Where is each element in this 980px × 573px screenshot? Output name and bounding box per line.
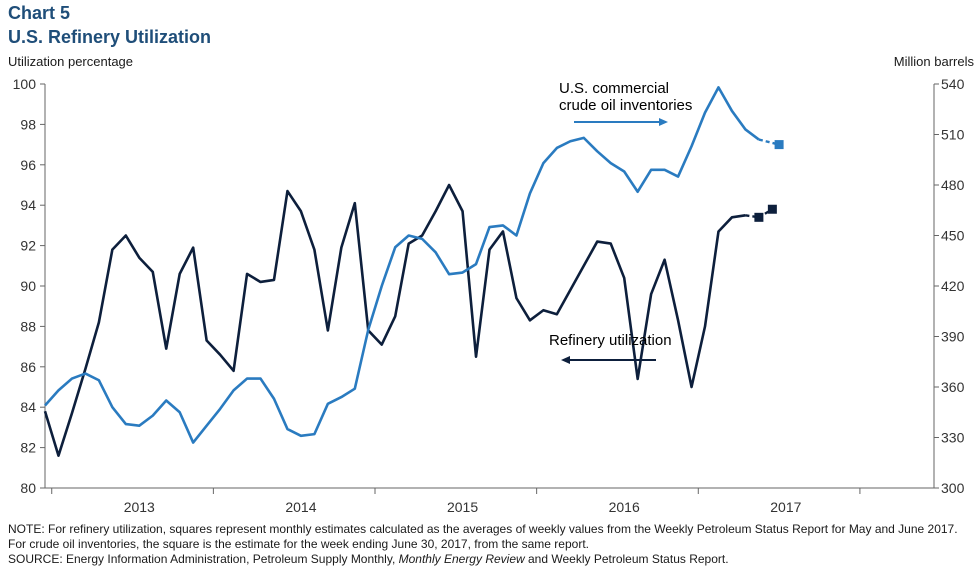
refinery-line <box>43 183 746 457</box>
refinery-label: Refinery utilization <box>549 332 672 349</box>
x-tick-label: 2016 <box>609 499 640 515</box>
refinery-estimate-connector <box>745 214 760 219</box>
right-tick-label: 390 <box>941 329 965 345</box>
x-tick-label: 2015 <box>447 499 478 515</box>
refinery-estimate-connector <box>758 208 773 219</box>
inventories-estimate-marker <box>774 140 784 150</box>
inventories-arrow-head <box>659 118 668 126</box>
right-tick-label: 420 <box>941 278 965 294</box>
note-text: NOTE: For refinery utilization, squares … <box>8 522 958 551</box>
source-suffix: and Weekly Petroleum Status Report. <box>524 552 729 566</box>
left-tick-label: 94 <box>20 197 36 213</box>
x-tick-label: 2014 <box>285 499 316 515</box>
right-tick-label: 540 <box>941 76 965 92</box>
right-tick-label: 360 <box>941 379 965 395</box>
source-line: SOURCE: Energy Information Administratio… <box>8 552 973 567</box>
right-tick-label: 300 <box>941 480 965 496</box>
left-tick-label: 84 <box>20 399 36 415</box>
inventories-label-line-1: U.S. commercial <box>559 80 669 97</box>
refinery-arrow-head <box>561 356 570 364</box>
annotations: U.S. commercial crude oil inventories Re… <box>549 80 692 364</box>
refinery-estimate-marker <box>767 204 777 214</box>
series-layer <box>43 86 784 457</box>
right-tick-label: 450 <box>941 228 965 244</box>
right-tick-label: 510 <box>941 127 965 143</box>
left-tick-label: 100 <box>13 76 37 92</box>
inventories-line <box>44 86 760 444</box>
left-tick-label: 82 <box>20 440 36 456</box>
chart-notes: NOTE: For refinery utilization, squares … <box>8 522 973 567</box>
left-tick-label: 88 <box>20 318 36 334</box>
right-tick-label: 480 <box>941 177 965 193</box>
left-tick-label: 98 <box>20 116 36 132</box>
x-tick-label: 2017 <box>770 499 801 515</box>
right-axis-label: Million barrels <box>893 54 974 69</box>
right-tick-label: 330 <box>941 430 965 446</box>
left-tick-label: 96 <box>20 157 36 173</box>
source-prefix: SOURCE: Energy Information Administratio… <box>8 552 399 566</box>
x-tick-label: 2013 <box>124 499 155 515</box>
left-tick-label: 80 <box>20 480 36 496</box>
left-tick-label: 92 <box>20 238 36 254</box>
source-italic: Monthly Energy Review <box>398 552 525 566</box>
left-axis-label: Utilization percentage <box>8 54 134 69</box>
chart-number: Chart 5 <box>8 3 71 23</box>
left-tick-label: 86 <box>20 359 36 375</box>
left-tick-label: 90 <box>20 278 36 294</box>
inventories-label-line-2: crude oil inventories <box>559 97 692 114</box>
axes: 80 82 84 86 88 90 92 94 96 98 100 300 330 360 390 420 45… <box>13 76 965 515</box>
chart-canvas: 80 82 84 86 88 90 92 94 96 98 100 300 330 360 390 420 45… <box>13 76 965 515</box>
chart-title: U.S. Refinery Utilization <box>8 27 212 47</box>
